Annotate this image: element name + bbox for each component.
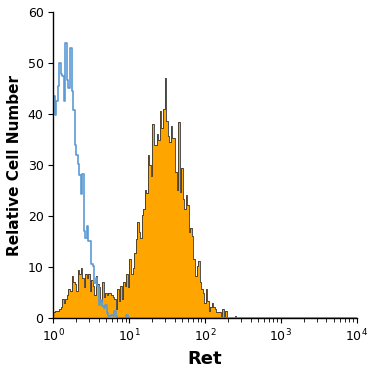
Y-axis label: Relative Cell Number: Relative Cell Number [7, 75, 22, 255]
X-axis label: Ret: Ret [188, 350, 222, 368]
